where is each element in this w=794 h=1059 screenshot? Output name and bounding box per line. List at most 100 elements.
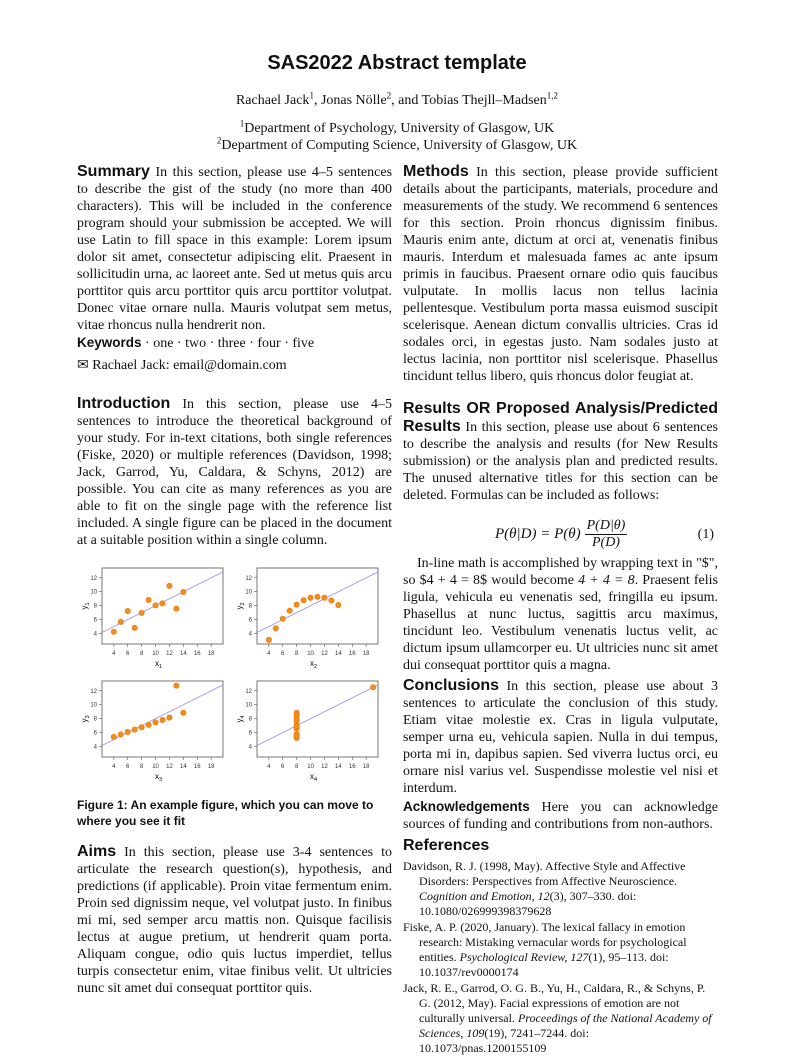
y-tick-label: 4 bbox=[94, 745, 98, 751]
y-tick-label: 8 bbox=[94, 717, 98, 723]
x-tick-label: 6 bbox=[126, 764, 130, 770]
author-sep: , and bbox=[391, 93, 422, 108]
conclusions-section: Conclusions In this section, please use … bbox=[403, 677, 718, 797]
data-point bbox=[110, 733, 117, 740]
x-tick-label: 10 bbox=[307, 764, 314, 770]
y-axis-label-sub: 1 bbox=[85, 602, 91, 605]
y-tick-label: 6 bbox=[94, 618, 98, 624]
data-point bbox=[293, 723, 300, 730]
plot-frame bbox=[256, 567, 379, 645]
data-point bbox=[145, 721, 152, 728]
scatter-panel-4: 4 6 8 10 12 14 16 18 4 6 8 10 12 x4 y4 bbox=[235, 680, 379, 783]
data-point bbox=[166, 582, 173, 589]
affil-text: Department of Computing Science, Univers… bbox=[221, 138, 578, 153]
section-text: In this section, please use 4–5 sentence… bbox=[77, 165, 393, 333]
author-affil-mark: 2 bbox=[386, 90, 392, 101]
y-tick-label: 12 bbox=[90, 689, 97, 695]
reference-item: Fiske, A. P. (2020, January). The lexica… bbox=[403, 920, 718, 980]
section-text: Here you can acknowledge sources of fund… bbox=[403, 800, 719, 832]
section-heading: Acknowledgements bbox=[403, 799, 530, 814]
data-point bbox=[124, 729, 131, 736]
inline-math: 4 + 4 = 8 bbox=[578, 573, 635, 588]
x-axis-label-sub: 4 bbox=[314, 777, 317, 783]
data-point bbox=[307, 594, 314, 601]
data-point bbox=[265, 636, 272, 643]
x-tick-label: 10 bbox=[307, 651, 314, 657]
ref-text: Fiske, A. P. (2020, January). The lexica… bbox=[403, 920, 687, 964]
x-tick-label: 16 bbox=[194, 764, 201, 770]
x-tick-label: 8 bbox=[295, 651, 299, 657]
reference-item: Davidson, R. J. (1998, May). Affective S… bbox=[403, 859, 718, 919]
x-tick-label: 4 bbox=[267, 651, 271, 657]
x-tick-label: 16 bbox=[349, 651, 356, 657]
author: Jonas Nölle bbox=[320, 93, 387, 108]
results-text-2: In-line math is accomplished by wrapping… bbox=[403, 555, 718, 674]
x-tick-label: 18 bbox=[208, 764, 215, 770]
equation-numerator: P(D|θ) bbox=[584, 518, 628, 535]
x-tick-label: 14 bbox=[335, 651, 342, 657]
scatter-panel-1: 4 6 8 10 12 14 16 18 4 6 8 10 12 x1 y1 bbox=[80, 567, 224, 670]
data-point bbox=[138, 724, 145, 731]
section-text: In this section, please use about 3 sent… bbox=[403, 679, 719, 796]
y-axis-label-sub: 4 bbox=[240, 715, 246, 718]
x-tick-label: 14 bbox=[180, 651, 187, 657]
aims-section: Aims In this section, please use 3-4 sen… bbox=[77, 843, 392, 997]
data-point bbox=[321, 594, 328, 601]
section-heading: Conclusions bbox=[403, 677, 500, 694]
equation-denominator: P(D) bbox=[591, 535, 620, 550]
x-tick-label: 4 bbox=[112, 651, 116, 657]
keywords-text: · one · two · three · four · five bbox=[145, 336, 315, 351]
equation-body: P(θ|D) = P(θ) P(D|θ) P(D) bbox=[495, 518, 628, 551]
y-tick-label: 10 bbox=[245, 590, 252, 596]
data-point bbox=[180, 588, 187, 595]
data-point bbox=[314, 593, 321, 600]
affiliation: 1Department of Psychology, University of… bbox=[0, 118, 794, 137]
y-axis-label: y3 bbox=[80, 715, 91, 722]
x-tick-label: 18 bbox=[363, 651, 370, 657]
x-tick-label: 12 bbox=[321, 651, 328, 657]
x-tick-label: 14 bbox=[335, 764, 342, 770]
data-point bbox=[328, 597, 335, 604]
y-tick-label: 6 bbox=[249, 731, 253, 737]
affil-mark: 1 bbox=[239, 118, 245, 129]
results-section: Results OR Proposed Analysis/Predicted R… bbox=[403, 400, 718, 504]
data-point bbox=[124, 607, 131, 614]
keywords: Keywords · one · two · three · four · fi… bbox=[77, 334, 392, 352]
data-point bbox=[159, 600, 166, 607]
author: Rachael Jack bbox=[235, 93, 310, 108]
section-heading: Methods bbox=[403, 163, 469, 180]
section-text: In-line math is accomplished by wrapping… bbox=[403, 556, 718, 588]
y-axis-label: y4 bbox=[235, 715, 246, 722]
ref-text: (3), 307–330. doi: 10.1080/0269993983796… bbox=[419, 889, 637, 918]
data-point bbox=[138, 609, 145, 616]
ref-journal: Proceedings of the National Academy of S… bbox=[419, 1011, 712, 1040]
x-axis-label-sub: 1 bbox=[159, 664, 162, 670]
x-tick-label: 16 bbox=[194, 651, 201, 657]
ref-text: Davidson, R. J. (1998, May). Affective S… bbox=[403, 859, 686, 888]
equation-lhs: P(θ|D) = P(θ) bbox=[495, 526, 581, 542]
x-tick-label: 12 bbox=[166, 651, 173, 657]
summary-section: Summary In this section, please use 4–5 … bbox=[77, 163, 392, 352]
x-axis-label-sub: 2 bbox=[314, 664, 317, 670]
y-axis-label-sub: 3 bbox=[85, 715, 91, 718]
equation-number: (1) bbox=[697, 527, 714, 542]
ref-journal: Cognition and Emotion bbox=[419, 889, 532, 903]
contact-text[interactable]: Rachael Jack: email@domain.com bbox=[92, 358, 287, 373]
x-tick-label: 4 bbox=[267, 764, 271, 770]
section-heading: Summary bbox=[77, 163, 150, 180]
x-tick-label: 6 bbox=[126, 651, 130, 657]
section-heading: References bbox=[403, 837, 490, 854]
author: Tobias Thejll–Madsen bbox=[421, 93, 547, 108]
ref-text: Jack, R. E., Garrod, O. G. B., Yu, H., C… bbox=[403, 981, 706, 1025]
x-axis-label: x4 bbox=[310, 772, 317, 783]
data-point bbox=[180, 709, 187, 716]
equation-fraction: P(D|θ) P(D) bbox=[584, 518, 628, 551]
x-tick-label: 16 bbox=[349, 764, 356, 770]
scatter-panel-2: 4 6 8 10 12 14 16 18 4 6 8 10 12 x2 y2 bbox=[235, 567, 379, 670]
y-tick-label: 6 bbox=[249, 618, 253, 624]
affil-text: Department of Psychology, University of … bbox=[244, 121, 555, 136]
x-tick-label: 6 bbox=[281, 651, 285, 657]
data-point bbox=[131, 726, 138, 733]
